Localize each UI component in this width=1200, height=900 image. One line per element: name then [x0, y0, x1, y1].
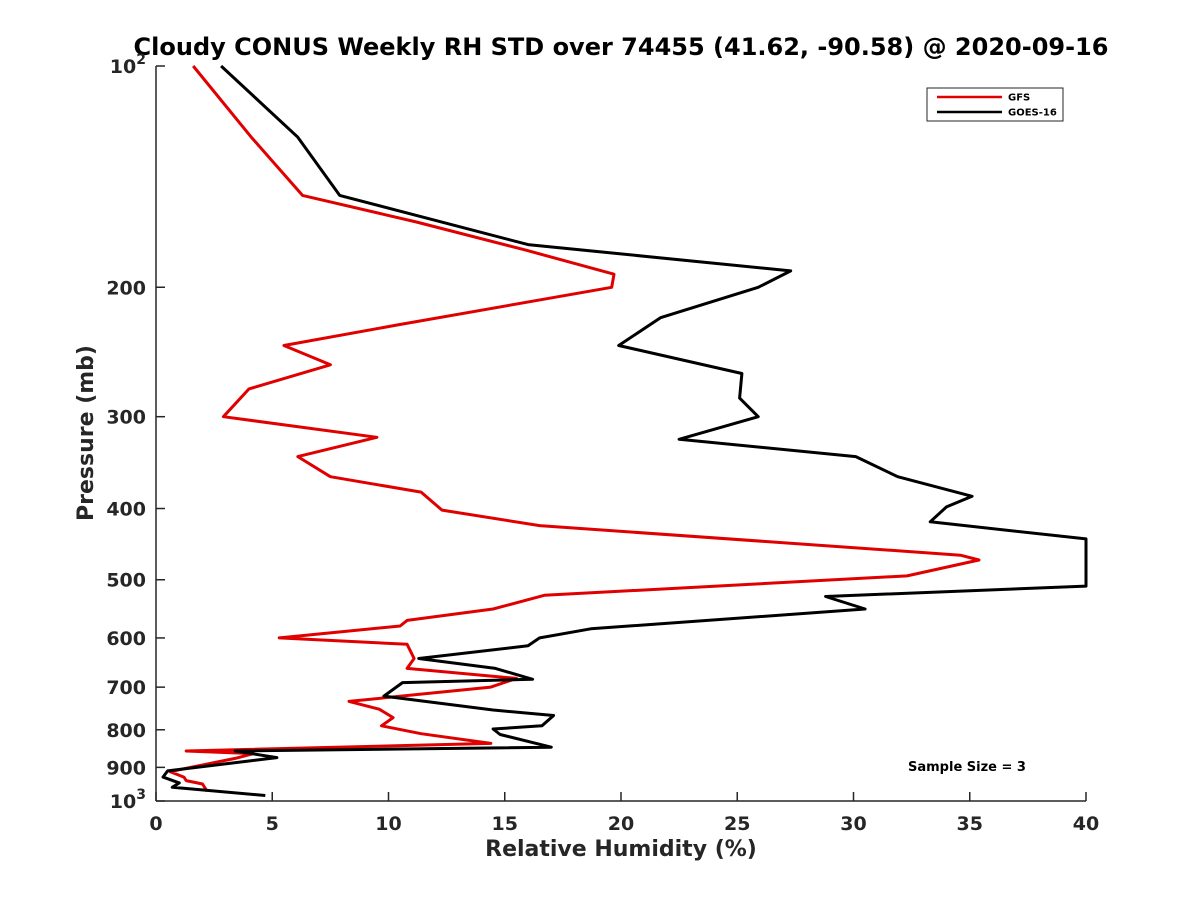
y-tick-label-base: 900: [106, 757, 146, 779]
sample-size-annotation: Sample Size = 3: [908, 760, 1026, 775]
series-line-gfs: [168, 65, 981, 793]
axes-frame: [156, 66, 1086, 801]
legend-box: [926, 87, 1064, 122]
x-tick-label: 10: [375, 813, 401, 835]
y-tick-label: 102: [110, 52, 146, 78]
x-tick-label: 20: [608, 813, 634, 835]
x-tick-label: 25: [724, 813, 750, 835]
x-tick-label: 30: [840, 813, 866, 835]
x-tick-label: 40: [1073, 813, 1099, 835]
y-tick-label: 300: [106, 407, 146, 429]
y-tick-label: 200: [106, 277, 146, 299]
y-tick-label: 900: [106, 757, 146, 779]
legend-label: GFS: [1008, 93, 1030, 104]
y-tick-label-base: 500: [106, 570, 146, 592]
series-layer: [161, 64, 1088, 797]
y-tick-label: 400: [106, 499, 146, 521]
y-tick-label: 500: [106, 570, 146, 592]
chart-title: Cloudy CONUS Weekly RH STD over 74455 (4…: [134, 33, 1109, 61]
y-tick-label-base: 800: [106, 720, 146, 742]
x-tick-label: 0: [149, 813, 162, 835]
y-tick-label: 103: [110, 787, 146, 813]
y-tick-label-exponent: 2: [136, 52, 146, 68]
y-tick-label-base: 10: [110, 56, 136, 78]
y-tick-label-base: 600: [106, 628, 146, 650]
y-tick-label-base: 200: [106, 277, 146, 299]
y-tick-label-base: 700: [106, 677, 146, 699]
y-tick-label-base: 400: [106, 499, 146, 521]
x-tick-label: 15: [492, 813, 518, 835]
y-tick-label-base: 10: [110, 791, 136, 813]
x-tick-label: 5: [266, 813, 279, 835]
y-tick-label: 700: [106, 677, 146, 699]
legend-items: GFS GOES-16: [937, 93, 1057, 119]
series-line-goes-16: [161, 64, 1088, 797]
x-axis-label: Relative Humidity (%): [485, 837, 757, 862]
y-tick-label: 600: [106, 628, 146, 650]
y-tick-label-base: 300: [106, 407, 146, 429]
x-ticks: 0 5 10 15 20 25 30 35 40: [149, 792, 1099, 835]
plot-area: 0 5 10 15 20 25 30 35 40 10220030040050060070080…: [106, 52, 1099, 835]
y-tick-label: 800: [106, 720, 146, 742]
y-tick-label-exponent: 3: [136, 787, 146, 803]
legend-label: GOES-16: [1008, 108, 1057, 119]
y-axis-label: Pressure (mb): [74, 345, 99, 521]
legend: GFS GOES-16: [926, 87, 1064, 122]
x-tick-label: 35: [957, 813, 983, 835]
